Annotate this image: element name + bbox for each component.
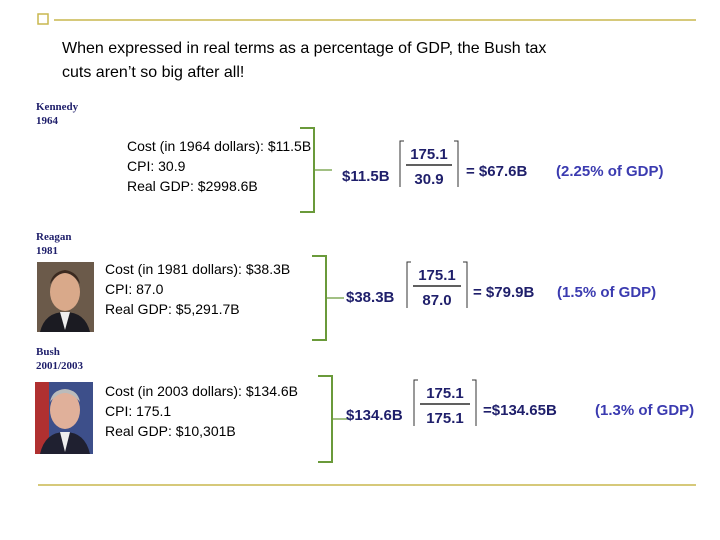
president-year: 1981 [36, 245, 58, 257]
president-year: 1964 [36, 115, 59, 127]
info-line: Real GDP: $10,301B [105, 423, 236, 439]
corner-square [37, 13, 49, 25]
numerator: 175.1 [426, 385, 464, 402]
president-name: Bush [36, 346, 60, 358]
president-year: 2001/2003 [36, 360, 84, 372]
info-line: CPI: 87.0 [105, 281, 164, 297]
formula-amount: $134.6B [346, 407, 403, 424]
info-line: Real GDP: $5,291.7B [105, 301, 240, 317]
formula-amount: $11.5B [342, 168, 390, 185]
title-line: When expressed in real terms as a percen… [62, 40, 546, 57]
formula-result: = $67.6B [466, 163, 527, 180]
info-line: Real GDP: $2998.6B [127, 178, 258, 194]
bush-photo [35, 382, 93, 454]
gdp-percent: (1.5% of GDP) [557, 284, 656, 301]
denominator: 175.1 [426, 410, 464, 427]
fraction-bracket [406, 261, 468, 308]
president-name: Reagan [36, 231, 71, 243]
gdp-percent: (2.25% of GDP) [556, 163, 664, 180]
formula-amount: $38.3B [346, 289, 395, 306]
fraction-bracket [413, 379, 477, 426]
reagan-photo [37, 262, 94, 332]
fraction-bracket [399, 140, 459, 187]
denominator: 87.0 [422, 292, 451, 309]
info-line: CPI: 175.1 [105, 403, 171, 419]
bracket [300, 127, 315, 213]
bracket [318, 375, 333, 463]
info-line: Cost (in 1981 dollars): $38.3B [105, 261, 290, 277]
gdp-percent: (1.3% of GDP) [595, 402, 694, 419]
bracket [312, 255, 327, 341]
numerator: 175.1 [410, 146, 448, 163]
denominator: 30.9 [414, 171, 443, 188]
formula-result: = $79.9B [473, 284, 534, 301]
president-name: Kennedy [36, 101, 79, 113]
info-line: CPI: 30.9 [127, 158, 186, 174]
formula-result: =$134.65B [483, 402, 557, 419]
numerator: 175.1 [418, 267, 456, 284]
info-line: Cost (in 2003 dollars): $134.6B [105, 383, 298, 399]
info-line: Cost (in 1964 dollars): $11.5B [127, 138, 311, 154]
title-line: cuts aren’t so big after all! [62, 64, 244, 81]
